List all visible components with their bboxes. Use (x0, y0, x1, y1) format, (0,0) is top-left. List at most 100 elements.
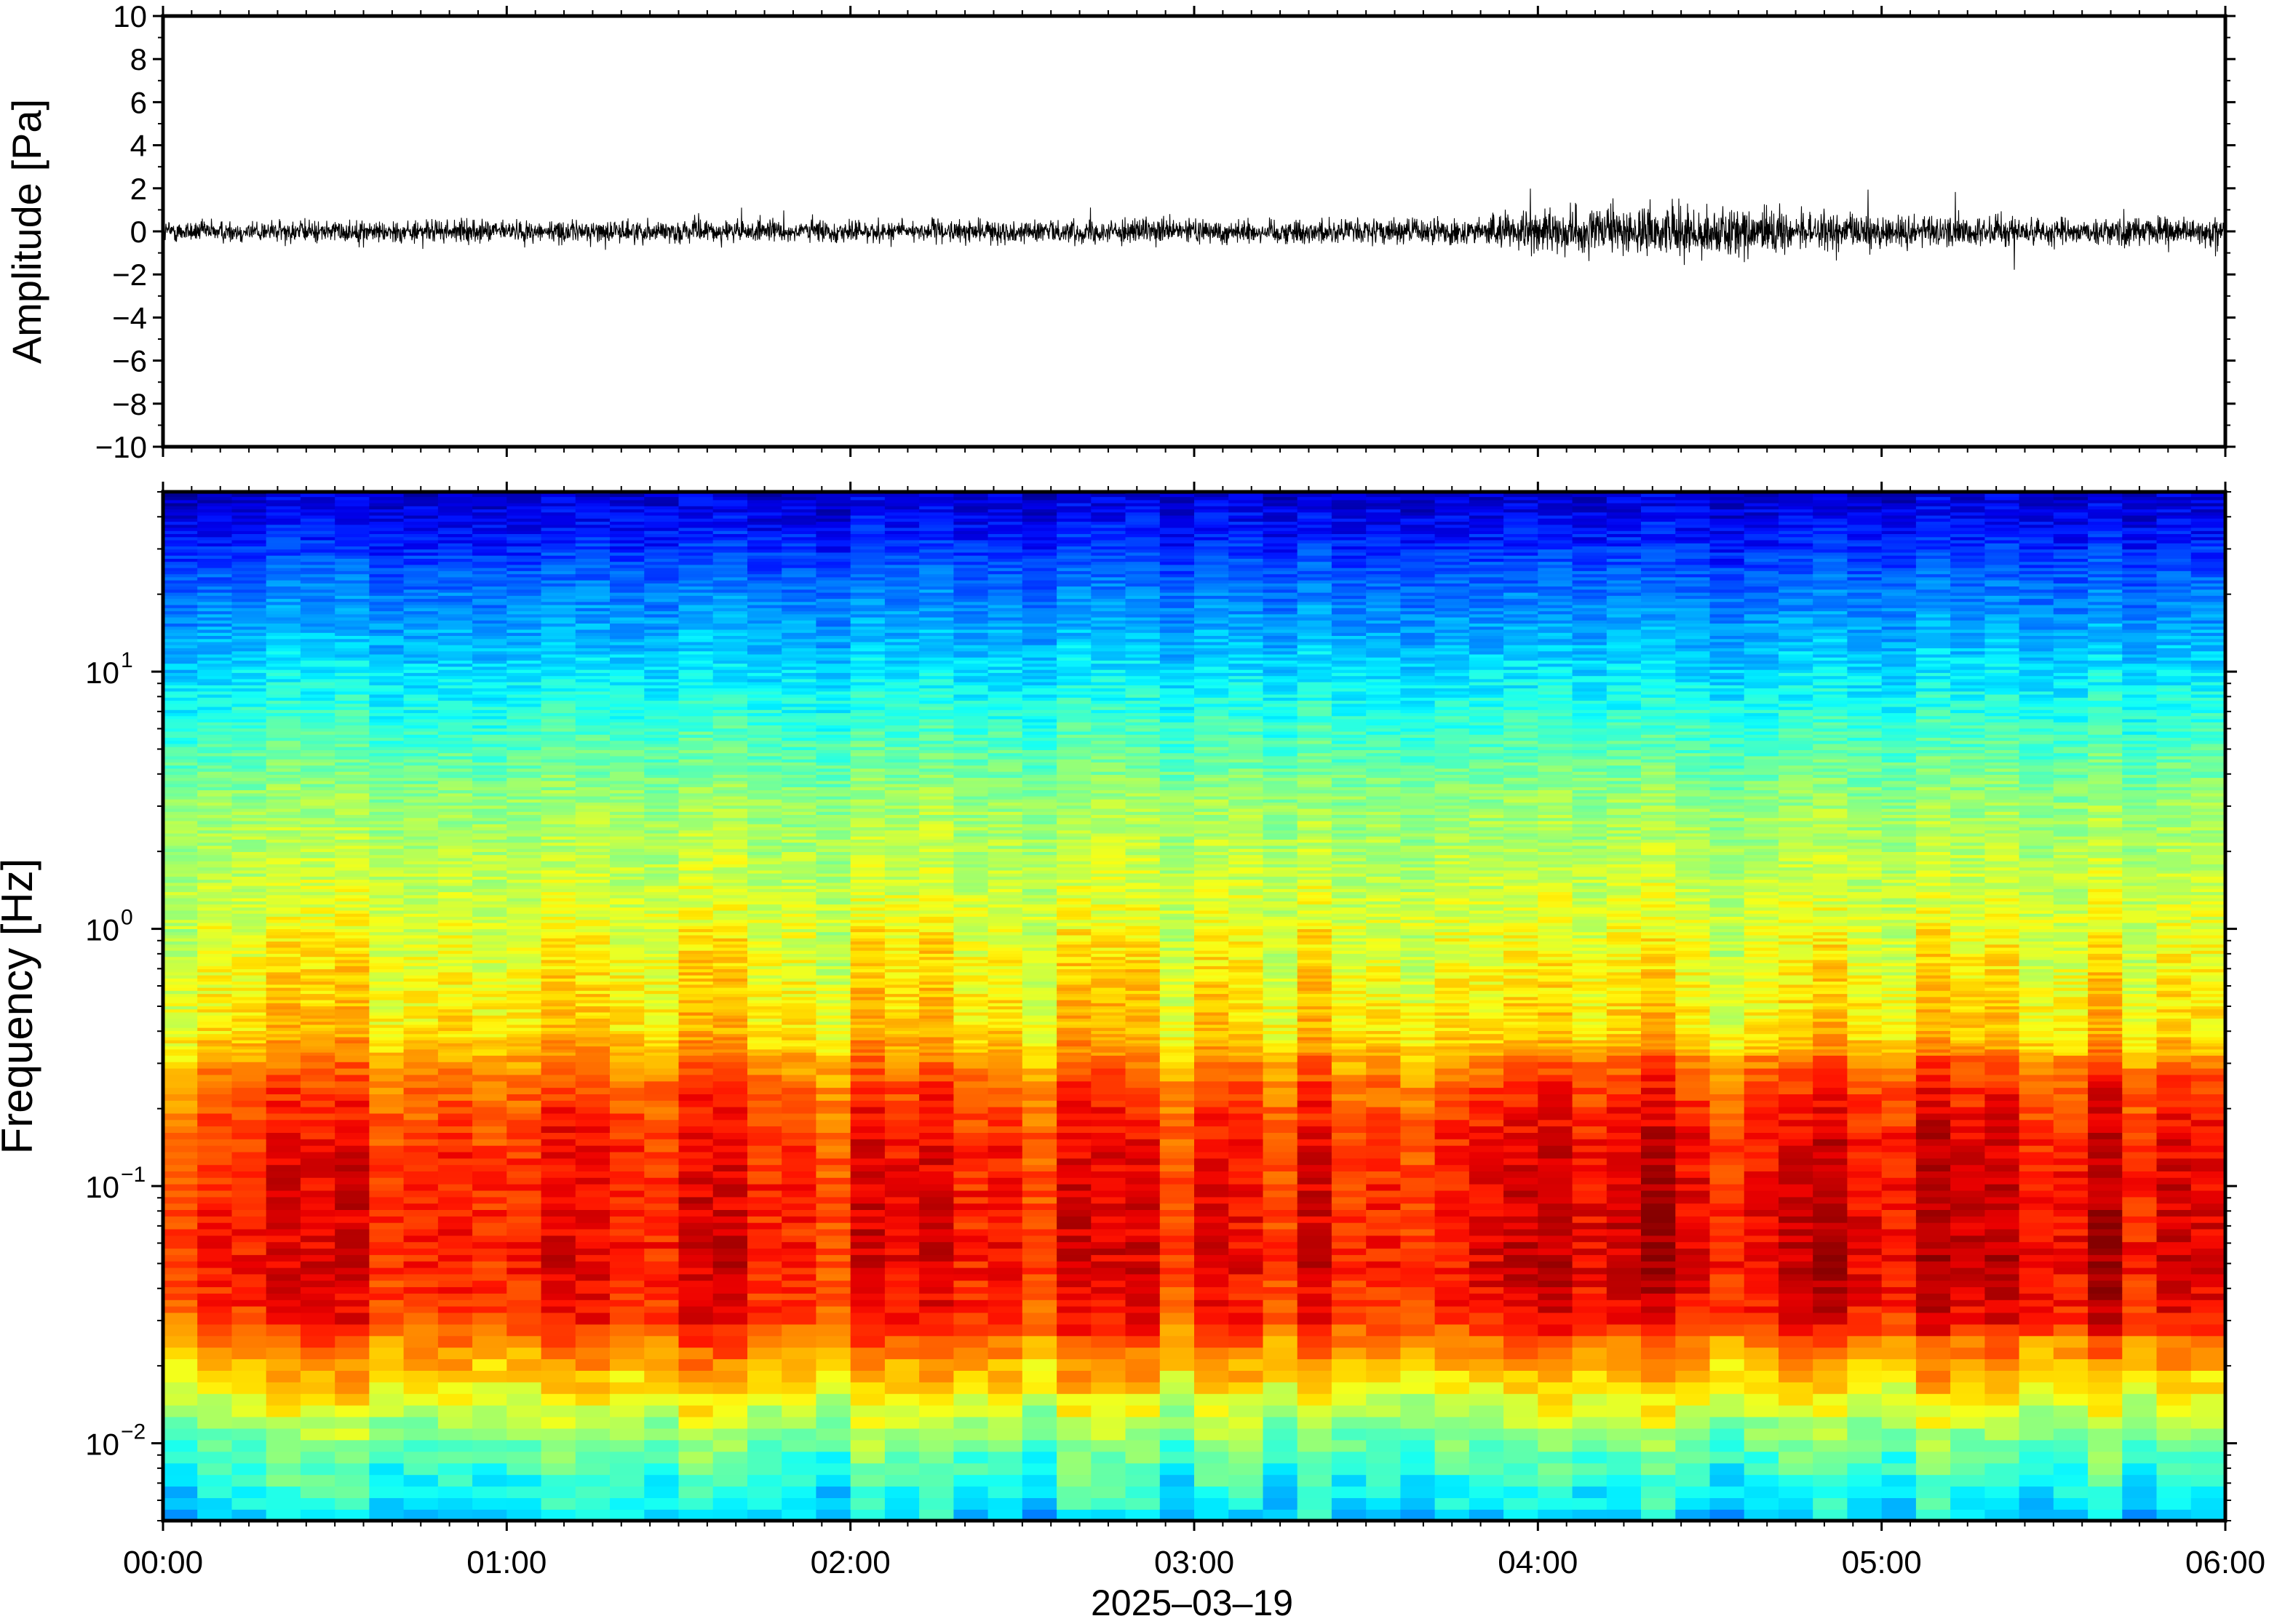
heatmap-cell (782, 1011, 817, 1016)
heatmap-cell (712, 1087, 748, 1094)
heatmap-cell (610, 768, 645, 772)
heatmap-cell (644, 610, 680, 615)
heatmap-cell (472, 743, 508, 747)
heatmap-cell (403, 811, 439, 815)
heatmap-cell (816, 762, 851, 766)
heatmap-cell (163, 777, 198, 781)
heatmap-cell (575, 1126, 611, 1133)
heatmap-cell (575, 570, 611, 575)
heatmap-cell (403, 610, 439, 615)
heatmap-cell (437, 755, 473, 760)
heatmap-cell (816, 966, 851, 970)
heatmap-cell (231, 1267, 267, 1275)
heatmap-cell (163, 1286, 198, 1294)
heatmap-cell (335, 996, 370, 1000)
heatmap-cell (472, 669, 508, 673)
heatmap-cell (163, 956, 198, 960)
heatmap-cell (712, 1043, 748, 1047)
heatmap-cell (747, 771, 782, 775)
heatmap-cell (782, 928, 817, 933)
heatmap-cell (403, 1074, 439, 1082)
heatmap-cell (506, 1024, 542, 1028)
heatmap-cell (610, 755, 645, 760)
heatmap-cell (506, 589, 542, 593)
heatmap-cell (575, 845, 611, 849)
heatmap-cell (300, 1248, 335, 1255)
heatmap-cell (472, 990, 508, 995)
heatmap-cell (747, 919, 782, 923)
heatmap-cell (575, 1439, 611, 1452)
heatmap-cell (335, 1043, 370, 1047)
heatmap-cell (163, 864, 198, 868)
heatmap-cell (712, 860, 748, 864)
heatmap-cell (266, 1228, 301, 1236)
heatmap-cell (300, 675, 335, 680)
heatmap-cell (575, 808, 611, 812)
heatmap-cell (816, 1094, 851, 1101)
heatmap-cell (610, 780, 645, 784)
heatmap-cell (816, 709, 851, 714)
heatmap-cell (782, 1196, 817, 1204)
heatmap-cell (506, 1497, 542, 1510)
heatmap-cell (678, 1416, 714, 1429)
heatmap-cell (266, 623, 301, 627)
heatmap-cell (610, 1248, 645, 1255)
heatmap-cell (610, 632, 645, 636)
heatmap-cell (712, 777, 748, 781)
heatmap-cell (644, 1254, 680, 1262)
heatmap-cell (403, 922, 439, 926)
heatmap-cell (300, 879, 335, 883)
heatmap-cell (678, 1015, 714, 1019)
heatmap-cell (403, 703, 439, 707)
heatmap-cell (369, 1209, 405, 1217)
heatmap-cell (266, 697, 301, 701)
heatmap-cell (678, 962, 714, 966)
heatmap-cell (335, 638, 370, 642)
heatmap-cell (163, 897, 198, 901)
heatmap-cell (678, 521, 714, 525)
heatmap-cell (197, 493, 233, 498)
heatmap-cell (575, 1021, 611, 1025)
heatmap-cell (300, 1033, 335, 1038)
heatmap-cell (231, 832, 267, 837)
heatmap-cell (747, 1474, 782, 1487)
heatmap-cell (782, 690, 817, 695)
heatmap-cell (644, 1305, 680, 1313)
heatmap-cell (541, 576, 576, 581)
heatmap-cell (266, 916, 301, 920)
heatmap-cell (712, 1151, 748, 1159)
heatmap-cell (575, 839, 611, 843)
heatmap-cell (506, 1011, 542, 1016)
heatmap-cell (472, 1171, 508, 1178)
heatmap-cell (335, 592, 370, 596)
heatmap-cell (472, 524, 508, 528)
heatmap-cell (369, 774, 405, 779)
heatmap-cell (782, 648, 817, 652)
heatmap-cell (541, 740, 576, 744)
heatmap-cell (575, 968, 611, 973)
heatmap-cell (678, 944, 714, 948)
heatmap-cell (369, 842, 405, 846)
heatmap-cell (541, 709, 576, 714)
heatmap-cell (575, 820, 611, 824)
heatmap-cell (575, 1254, 611, 1262)
heatmap-cell (541, 1183, 576, 1191)
heatmap-cell (816, 984, 851, 988)
heatmap-cell (575, 688, 611, 692)
heatmap-cell (575, 1509, 611, 1521)
heatmap-cell (644, 814, 680, 819)
heatmap-cell (231, 1216, 267, 1223)
heatmap-cell (782, 1040, 817, 1043)
heatmap-cell (712, 747, 748, 750)
heatmap-cell (712, 555, 748, 559)
heatmap-cell (816, 860, 851, 864)
heatmap-cell (575, 709, 611, 714)
heatmap-cell (816, 916, 851, 920)
heatmap-cell (231, 966, 267, 970)
heatmap-cell (472, 731, 508, 735)
heatmap-cell (472, 956, 508, 960)
heatmap-cell (197, 623, 233, 627)
heatmap-cell (678, 749, 714, 754)
heatmap-cell (369, 805, 405, 809)
heatmap-cell (712, 888, 748, 893)
